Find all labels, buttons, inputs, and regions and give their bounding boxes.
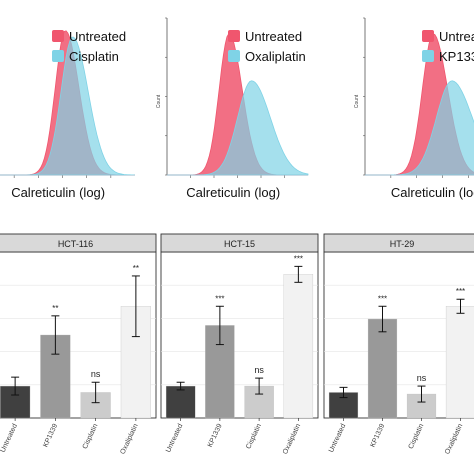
significance-label: ns bbox=[91, 369, 101, 379]
facet-strip bbox=[0, 233, 157, 253]
category-label: KP1339 bbox=[42, 423, 59, 449]
category-label: KP1339 bbox=[369, 423, 386, 449]
category-label: Untreated bbox=[0, 423, 19, 454]
significance-label: ns bbox=[254, 365, 264, 375]
bar-kp1339 bbox=[367, 318, 398, 419]
category-label: Oxaliplatin bbox=[444, 423, 464, 456]
histogram-panel-2: Count Calreticulin (log) Untreated Oxalipla… bbox=[156, 17, 309, 200]
legend-label: Cisplatin bbox=[69, 49, 119, 64]
histogram-x-label: Calreticulin (log) bbox=[11, 185, 105, 200]
legend-swatch-kp1339 bbox=[422, 50, 434, 62]
significance-label: ** bbox=[52, 304, 58, 313]
category-label: Untreated bbox=[328, 423, 347, 454]
significance-label: ns bbox=[417, 373, 427, 383]
histogram-panel-3: Count Calreticulin (log) Untreated KP1339 bbox=[354, 17, 474, 200]
histogram-y-label: Count bbox=[156, 94, 162, 108]
histogram-y-label: Count bbox=[354, 94, 360, 108]
legend-swatch-untreated bbox=[228, 30, 240, 42]
facet-strip bbox=[323, 233, 474, 253]
facet-title: HCT-15 bbox=[224, 239, 255, 249]
histogram-x-label: Calreticulin (log) bbox=[391, 185, 474, 200]
category-label: KP1339 bbox=[207, 423, 224, 449]
histogram-area-cisplatin bbox=[0, 36, 136, 176]
bar-panel-2: HCT-15 Untreated *** KP1339 ns Cisplatin *** Ox… bbox=[160, 233, 319, 456]
category-label: Cisplatin bbox=[82, 423, 100, 450]
category-label: Cisplatin bbox=[408, 423, 426, 450]
histogram-x-label: Calreticulin (log) bbox=[186, 185, 280, 200]
significance-label: ** bbox=[133, 264, 139, 273]
legend-swatch-oxaliplatin bbox=[228, 50, 240, 62]
category-label: Untreated bbox=[165, 423, 184, 454]
bar-oxaliplatin bbox=[445, 306, 474, 419]
bar-untreated bbox=[165, 385, 196, 419]
significance-label: *** bbox=[294, 254, 303, 263]
legend-swatch-cisplatin bbox=[52, 50, 64, 62]
category-label: Oxaliplatin bbox=[120, 423, 140, 456]
legend-label: Untreated bbox=[69, 29, 126, 44]
legend-label: KP1339 bbox=[439, 49, 474, 64]
bar-oxaliplatin bbox=[283, 274, 314, 419]
facet-strip bbox=[160, 233, 319, 253]
significance-label: *** bbox=[215, 294, 224, 303]
legend-swatch-untreated bbox=[422, 30, 434, 42]
legend-label: Oxaliplatin bbox=[245, 49, 306, 64]
legend-label: Untreated bbox=[245, 29, 302, 44]
histogram-panel-1: Calreticulin (log) Untreated Cisplatin bbox=[0, 29, 136, 200]
category-label: Cisplatin bbox=[245, 423, 263, 450]
bar-panel-3: HT-29 Untreated *** KP1339 ns Cisplatin *** Oxa… bbox=[323, 233, 474, 456]
significance-label: *** bbox=[378, 294, 387, 303]
facet-title: HT-29 bbox=[390, 239, 415, 249]
histogram-area-oxaliplatin bbox=[167, 80, 309, 176]
facet-title: HCT-116 bbox=[58, 239, 93, 249]
bar-panel-1: HCT-116 Untreated ** KP1339 ns Cisplatin ** Oxa… bbox=[0, 233, 157, 456]
legend-swatch-untreated bbox=[52, 30, 64, 42]
histogram-area-kp1339 bbox=[365, 80, 474, 176]
category-label: Oxaliplatin bbox=[282, 423, 302, 456]
legend-label: Untreated bbox=[439, 29, 474, 44]
significance-label: *** bbox=[456, 287, 465, 296]
